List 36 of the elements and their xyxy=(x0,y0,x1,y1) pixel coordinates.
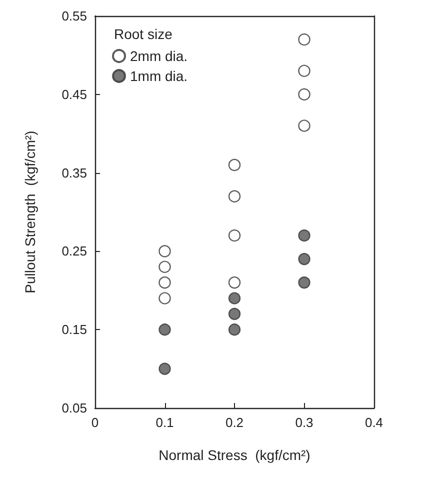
point xyxy=(228,324,241,336)
y-tick-label: 0.15 xyxy=(62,322,87,338)
point xyxy=(298,88,310,100)
point xyxy=(158,260,171,273)
y-tick-label: 0.45 xyxy=(62,86,87,102)
x-axis-title: Normal Stress (kgf/cm²) xyxy=(158,447,310,463)
point xyxy=(298,64,310,77)
point xyxy=(228,308,241,320)
legend-label: 1mm dia. xyxy=(130,68,188,84)
x-tick-label: 0.3 xyxy=(295,415,314,430)
point xyxy=(228,190,241,202)
point xyxy=(158,324,171,336)
point xyxy=(228,158,241,172)
y-axis-title: Pullout Strength (kgf/cm²) xyxy=(22,130,38,294)
y-tick-label: 0.05 xyxy=(62,400,87,416)
point xyxy=(228,229,241,242)
point xyxy=(158,245,171,258)
legend-title: Root size xyxy=(114,26,173,42)
point xyxy=(298,120,310,132)
x-tick-label: 0.1 xyxy=(156,415,174,430)
point xyxy=(298,252,310,266)
point xyxy=(228,292,241,304)
x-tick-label: 0.4 xyxy=(364,415,384,430)
y-tick-label: 0.35 xyxy=(62,165,87,180)
legend-label: 2mm dia. xyxy=(130,48,188,64)
point xyxy=(228,276,241,289)
point xyxy=(158,292,171,304)
point xyxy=(298,33,310,46)
x-tick-label: 0.2 xyxy=(225,415,244,430)
y-tick-label: 0.55 xyxy=(62,8,87,24)
point xyxy=(158,276,171,289)
x-tick-label: 0 xyxy=(91,415,99,430)
y-tick-label: 0.25 xyxy=(62,244,87,259)
point xyxy=(158,362,171,375)
point xyxy=(298,229,310,242)
point xyxy=(298,276,310,289)
